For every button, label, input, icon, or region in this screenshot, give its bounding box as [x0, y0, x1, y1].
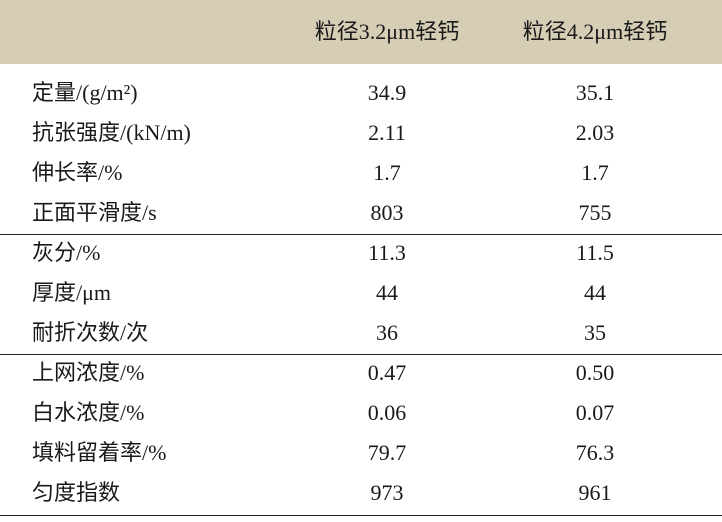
row-label: 匀度指数: [32, 480, 121, 505]
cell-value: 755: [578, 200, 612, 225]
cell-value: 0.06: [367, 400, 407, 425]
row-label: 灰分/%: [32, 240, 101, 265]
row-label: 抗张强度/(kN/m): [32, 120, 191, 145]
cell-value: 79.7: [367, 440, 407, 465]
group-separator: [0, 234, 722, 235]
row-label: 白水浓度/%: [32, 400, 145, 425]
row-label: 耐折次数/次: [32, 320, 149, 345]
cell-value: 44: [584, 280, 606, 305]
cell-value: 11.3: [368, 240, 406, 265]
cell-value: 0.50: [575, 360, 615, 385]
cell-value: 44: [376, 280, 398, 305]
cell-value: 0.47: [367, 360, 407, 385]
row-label: 定量/(g/m²): [32, 80, 138, 105]
cell-value: 36: [376, 320, 398, 345]
column-header: 粒径4.2μm轻钙: [522, 19, 668, 44]
row-label: 正面平滑度/s: [32, 200, 157, 225]
cell-value: 1.7: [373, 160, 401, 185]
cell-value: 0.07: [575, 400, 615, 425]
table-header: 粒径3.2μm轻钙 粒径4.2μm轻钙: [0, 0, 722, 64]
cell-value: 2.03: [575, 120, 615, 145]
row-label: 伸长率/%: [32, 160, 123, 185]
cell-value: 961: [578, 480, 612, 505]
row-label: 厚度/μm: [32, 280, 112, 305]
row-label: 上网浓度/%: [32, 360, 145, 385]
group-separator: [0, 354, 722, 355]
cell-value: 973: [370, 480, 404, 505]
cell-value: 34.9: [367, 80, 407, 105]
cell-value: 35.1: [575, 80, 615, 105]
row-label: 填料留着率/%: [32, 440, 167, 465]
column-header: 粒径3.2μm轻钙: [314, 19, 460, 44]
cell-value: 76.3: [575, 440, 615, 465]
bottom-rule: [0, 515, 722, 516]
cell-value: 35: [584, 320, 606, 345]
cell-value: 11.5: [576, 240, 614, 265]
cell-value: 1.7: [581, 160, 609, 185]
cell-value: 2.11: [368, 120, 406, 145]
cell-value: 803: [370, 200, 404, 225]
